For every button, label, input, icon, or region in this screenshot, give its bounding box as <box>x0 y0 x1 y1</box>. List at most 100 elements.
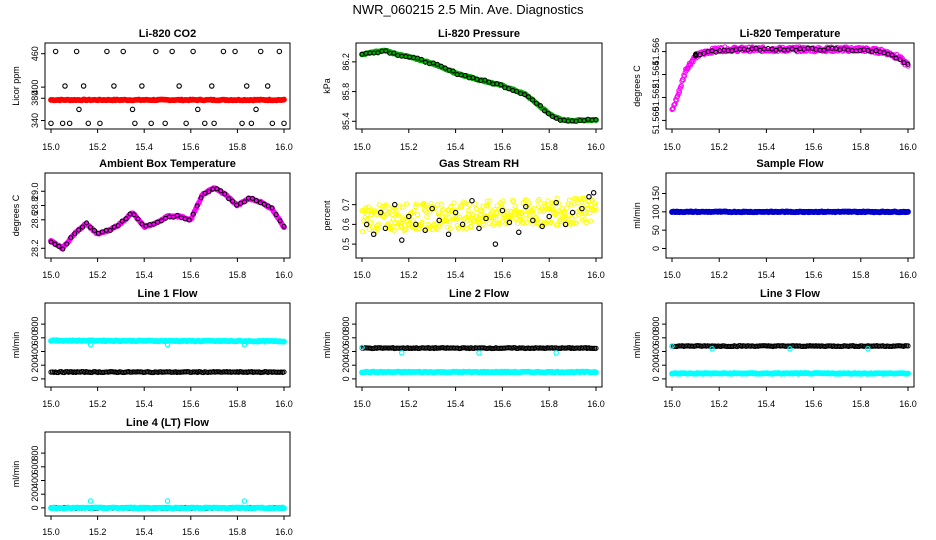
y-axis-label: percent <box>322 200 332 231</box>
data-point <box>264 83 271 89</box>
data-point <box>445 231 452 238</box>
x-tick-label: 15.8 <box>229 270 247 280</box>
data-point <box>562 221 569 228</box>
x-tick-label: 15.6 <box>494 399 512 409</box>
data-point <box>671 101 678 108</box>
data-point <box>76 106 82 113</box>
data-point <box>550 206 556 213</box>
data-point <box>391 50 397 56</box>
data-point <box>383 48 389 54</box>
data-point <box>897 57 903 63</box>
x-tick-label: 15.0 <box>663 270 681 280</box>
data-point <box>135 216 141 222</box>
y-tick-label: 460 <box>30 46 40 61</box>
data-point <box>544 206 550 212</box>
series-raw <box>363 190 597 247</box>
data-point <box>139 221 145 227</box>
data-point <box>466 201 473 208</box>
data-point <box>234 202 240 208</box>
data-point <box>500 198 506 204</box>
y-tick-label: 340 <box>30 113 40 128</box>
panel-title: Gas Stream RH <box>439 158 519 170</box>
data-point <box>119 218 125 224</box>
y-tick-label: 0 <box>30 376 40 381</box>
data-point <box>419 219 425 226</box>
data-point <box>546 213 552 220</box>
data-point <box>261 201 267 207</box>
series-cyan <box>359 368 599 376</box>
data-point <box>592 201 598 207</box>
x-tick-label: 15.8 <box>229 142 247 152</box>
data-point <box>64 241 70 247</box>
x-tick-label: 15.2 <box>89 399 107 409</box>
data-point <box>389 211 395 218</box>
x-tick-label: 15.4 <box>135 142 153 152</box>
data-point <box>76 227 82 233</box>
x-tick-label: 15.2 <box>710 399 728 409</box>
data-point <box>91 228 97 234</box>
data-point <box>248 120 255 127</box>
x-tick-label: 15.0 <box>663 399 681 409</box>
data-point <box>443 213 449 219</box>
data-point <box>521 220 527 226</box>
series-averaged <box>669 208 911 216</box>
data-point <box>905 370 911 377</box>
y-tick-label: 800 <box>341 317 351 332</box>
data-point <box>62 83 68 89</box>
data-point <box>573 220 579 226</box>
x-tick-label: 15.6 <box>805 270 823 280</box>
y-tick-label: 600 <box>651 330 661 345</box>
data-point <box>593 345 599 351</box>
data-point <box>571 195 577 202</box>
data-point <box>583 219 589 226</box>
x-tick-label: 15.8 <box>540 399 558 409</box>
data-point <box>469 211 476 218</box>
panel-2: Li-820 Temperature degrees C 15.0 15.2 15.4 1… <box>632 28 917 152</box>
data-point <box>381 213 387 219</box>
data-point <box>359 344 365 351</box>
data-point <box>553 199 559 206</box>
series-cyan <box>48 337 287 345</box>
data-point <box>484 198 490 204</box>
data-point <box>470 75 476 81</box>
data-point <box>269 120 276 127</box>
data-point <box>174 212 180 218</box>
data-point <box>170 214 176 220</box>
data-point <box>241 341 248 348</box>
x-tick-label: 15.6 <box>182 399 200 409</box>
panel-title: Li-820 Pressure <box>438 28 520 40</box>
plot-frame <box>355 172 603 259</box>
data-point <box>444 224 450 230</box>
data-point <box>905 61 911 67</box>
data-point <box>476 350 482 356</box>
plot-frame <box>355 302 603 388</box>
y-tick-label: 200 <box>30 487 40 502</box>
data-point <box>531 206 537 212</box>
data-point <box>159 218 165 224</box>
x-tick-label: 15.8 <box>540 270 558 280</box>
data-point <box>455 214 461 220</box>
data-point <box>553 115 559 121</box>
series-cyan <box>48 504 287 512</box>
data-point <box>377 209 384 216</box>
data-point <box>545 111 551 117</box>
series-raw <box>48 186 287 252</box>
data-point <box>366 226 373 233</box>
y-tick-label: 85.8 <box>341 83 351 101</box>
series-raw <box>669 342 911 350</box>
data-point <box>392 201 398 208</box>
x-tick-label: 15.8 <box>852 142 870 152</box>
data-point <box>592 203 598 210</box>
data-point <box>563 216 569 222</box>
data-point <box>253 198 259 204</box>
data-point <box>590 190 597 196</box>
y-axis-label: ml/min <box>11 461 21 488</box>
data-point <box>97 120 103 127</box>
data-point <box>901 60 907 66</box>
x-tick-label: 16.0 <box>587 142 605 152</box>
y-tick-label: 51.562 <box>651 84 661 112</box>
data-point <box>281 369 287 375</box>
data-point <box>56 243 62 249</box>
data-point <box>447 225 453 232</box>
data-point <box>498 82 504 88</box>
